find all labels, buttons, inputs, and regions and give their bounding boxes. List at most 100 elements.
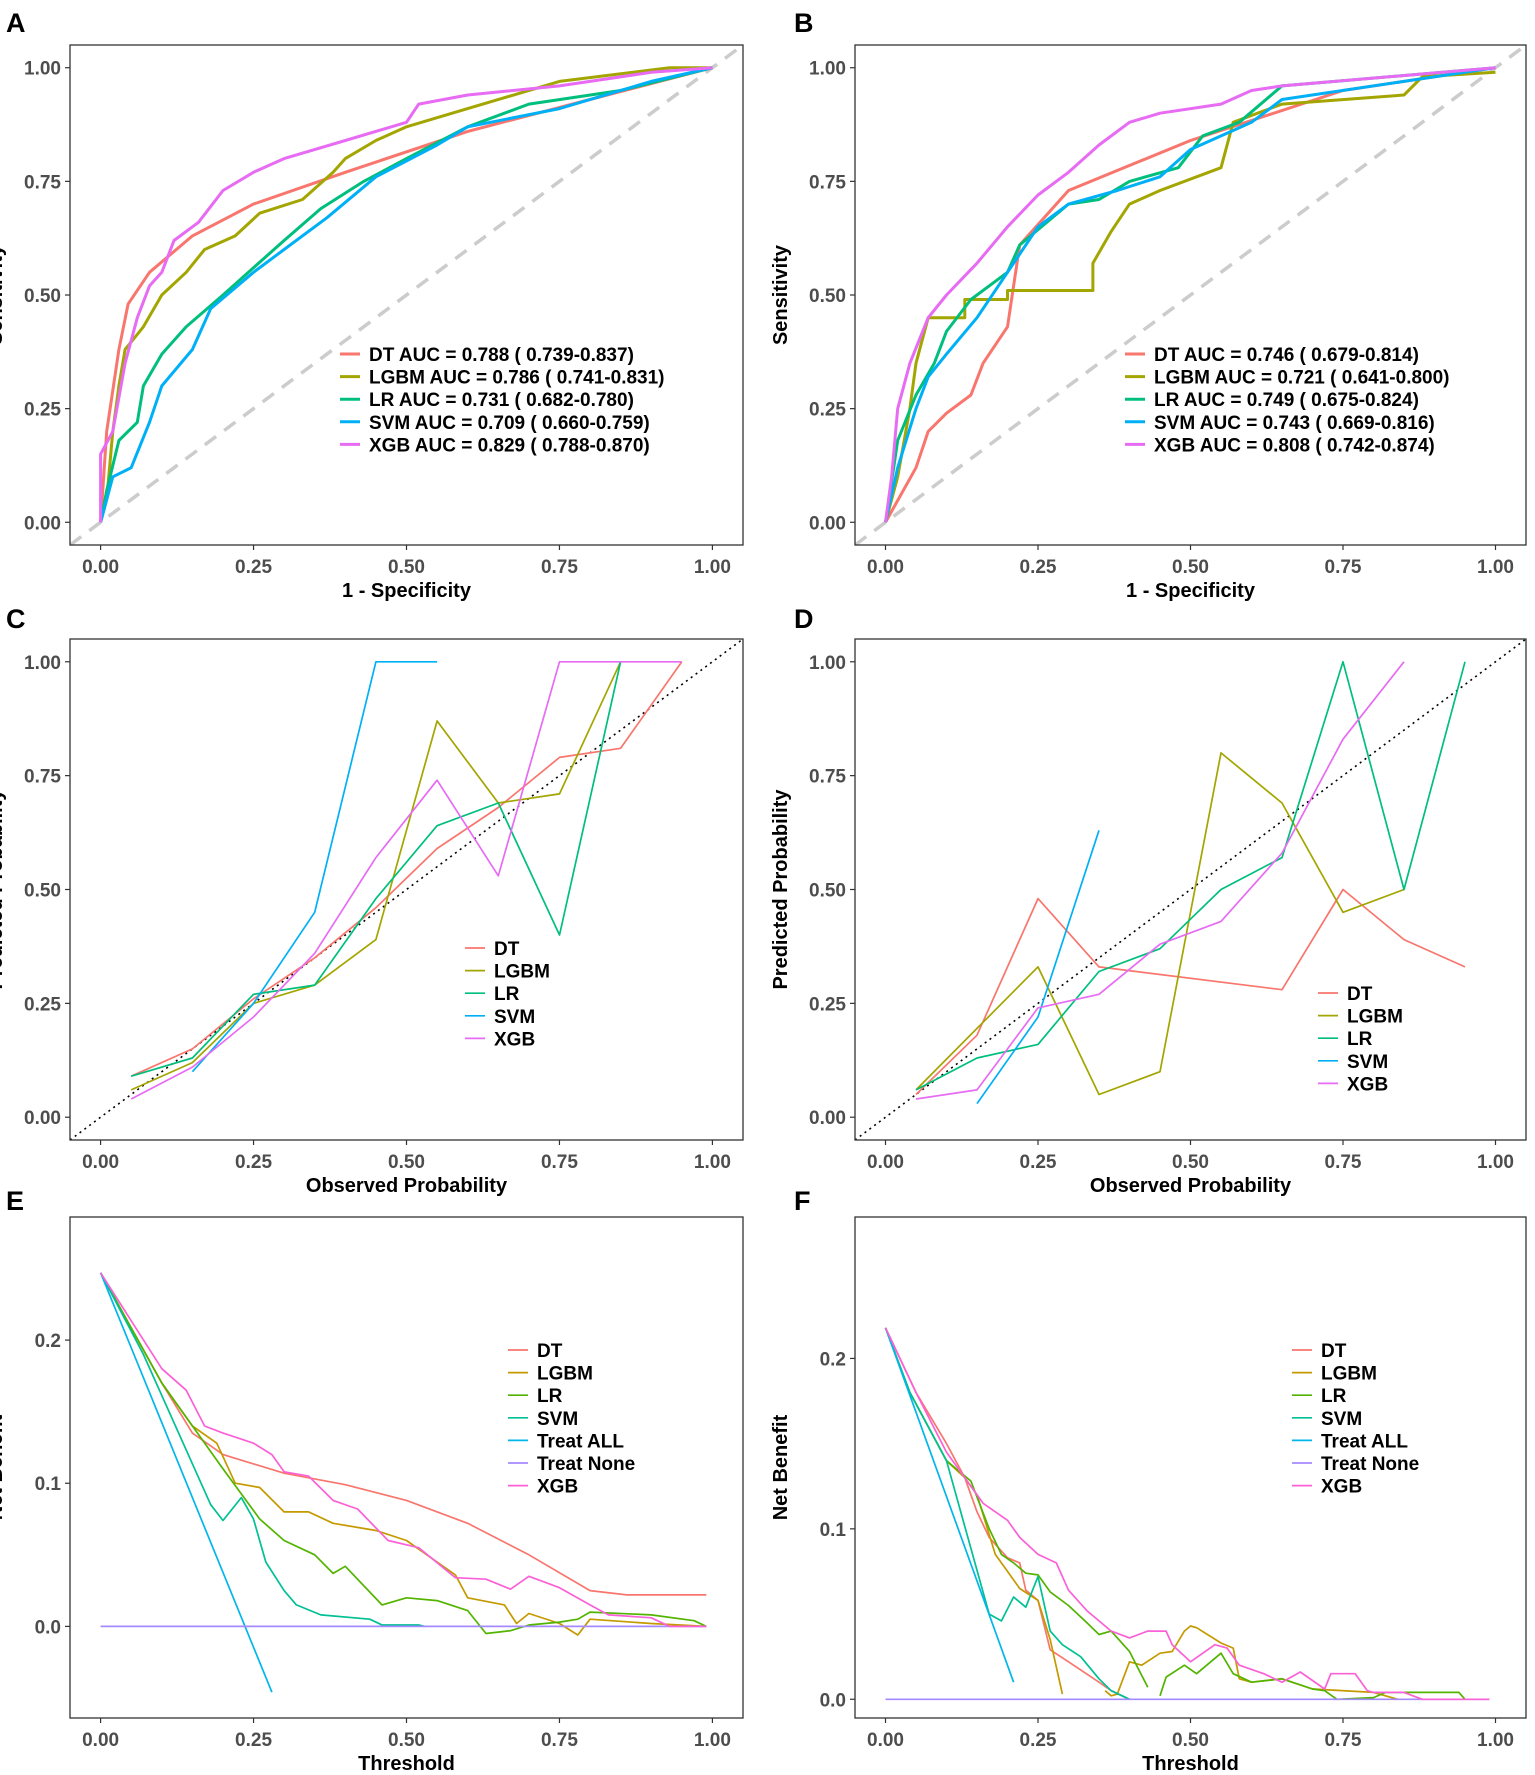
y-tick-label: 0.00 (24, 1108, 61, 1129)
legend-item: DT (1318, 984, 1373, 1005)
legend-item: LGBM (1318, 1007, 1403, 1028)
x-tick-label: 0.75 (541, 1152, 578, 1173)
legend-item: LR (1292, 1386, 1347, 1407)
legend-item: LR AUC = 0.749 ( 0.675-0.824) (1125, 390, 1419, 411)
panel-f: F 0.00 0.25 0.50 0.75 1.00 0.0 0.1 0.2 Threshold N… (770, 1186, 1527, 1775)
legend-label: Treat None (1321, 1454, 1419, 1475)
series-line-xgb (99, 1272, 707, 1628)
x-tick-label: 0.75 (541, 1730, 578, 1751)
x-tick-label: 0.50 (388, 1730, 425, 1751)
legend-item: DT AUC = 0.788 ( 0.739-0.837) (340, 345, 634, 366)
series-line-dt (884, 1327, 1130, 1701)
series-line-treat-all (99, 1272, 273, 1693)
legend-label: XGB (537, 1477, 578, 1498)
legend-label: SVM (494, 1007, 535, 1028)
series-line-lr (130, 661, 622, 1078)
series-line-svm (99, 1272, 426, 1628)
series-line-lgbm (915, 752, 1405, 1096)
x-tick-label: 0.50 (1172, 1730, 1209, 1751)
series-line-svm (99, 66, 713, 523)
series-line-dt (915, 888, 1466, 1096)
legend-item: LGBM (508, 1364, 593, 1385)
plot-frame (69, 638, 744, 1141)
panel-e: E 0.00 0.25 0.50 0.75 1.00 0.0 0.1 0.2 Threshold N… (0, 1186, 744, 1775)
plot-area (855, 639, 1526, 1140)
plot-area (70, 45, 743, 545)
legend-item: LR (1318, 1029, 1373, 1050)
legend-label: LGBM (537, 1364, 593, 1385)
series-line-lr (884, 1327, 1466, 1701)
y-tick-label: 0.25 (24, 994, 61, 1015)
plot-frame (854, 1216, 1527, 1719)
legend-label: XGB AUC = 0.829 ( 0.788-0.870) (369, 435, 650, 456)
legend-item: SVM (465, 1007, 535, 1028)
y-tick-label: 0.25 (809, 400, 846, 421)
y-tick-label: 0.00 (809, 1108, 846, 1129)
legend-item: Treat ALL (508, 1431, 624, 1452)
legend: DT AUC = 0.746 ( 0.679-0.814)LGBM AUC = … (1125, 345, 1450, 456)
legend-label: SVM (1321, 1409, 1362, 1430)
reference-diagonal (70, 45, 743, 545)
panel-a: A 0.00 0.25 0.50 0.75 1.00 0.00 0.25 0.50 0.75 1.0… (0, 8, 744, 602)
y-axis-title: Net Benefit (0, 1414, 7, 1520)
panel-c: C 0.00 0.25 0.50 0.75 1.00 0.00 0.25 0.50 0.75 1.0… (0, 604, 744, 1197)
legend-label: LGBM AUC = 0.786 ( 0.741-0.831) (369, 368, 665, 389)
legend-label: SVM AUC = 0.709 ( 0.660-0.759) (369, 413, 650, 434)
series-line-svm (191, 660, 438, 1073)
y-tick-label: 1.00 (24, 59, 61, 80)
reference-diagonal (855, 639, 1526, 1140)
x-axis-title: Threshold (1142, 1753, 1239, 1775)
reference-diagonal (855, 45, 1526, 545)
y-tick-label: 0.50 (809, 286, 846, 307)
legend-item: LGBM (465, 962, 550, 983)
legend-label: SVM AUC = 0.743 ( 0.669-0.816) (1154, 413, 1435, 434)
series-line-treat-all (884, 1327, 1015, 1683)
series-line-lgbm (99, 1272, 707, 1636)
legend-item: Treat None (508, 1454, 635, 1475)
legend-item: DT (508, 1341, 563, 1362)
legend-item: XGB AUC = 0.808 ( 0.742-0.874) (1125, 435, 1435, 456)
y-tick-label: 0.75 (809, 767, 846, 788)
x-tick-label: 0.00 (867, 1152, 904, 1173)
x-tick-label: 1.00 (694, 1730, 731, 1751)
series-line-xgb (915, 661, 1405, 1100)
y-axis-title: Sensitivity (0, 244, 7, 345)
x-tick-label: 1.00 (1477, 557, 1514, 578)
series-line-lr (99, 66, 713, 523)
y-tick-label: 0.2 (820, 1349, 846, 1370)
y-tick-label: 0.1 (35, 1474, 62, 1495)
y-tick-label: 0.0 (820, 1690, 846, 1711)
legend-label: DT AUC = 0.788 ( 0.739-0.837) (369, 345, 634, 366)
legend-item: Treat ALL (1292, 1431, 1408, 1452)
legend-label: XGB (1347, 1074, 1388, 1095)
legend-item: XGB (1292, 1477, 1362, 1498)
legend-label: Treat None (537, 1454, 635, 1475)
y-tick-label: 0.2 (35, 1331, 61, 1352)
y-tick-label: 0.75 (24, 172, 61, 193)
x-axis-title: 1 - Specificity (342, 580, 472, 602)
plot-area (855, 45, 1526, 545)
legend-label: SVM (1347, 1052, 1388, 1073)
x-tick-label: 0.75 (1325, 1152, 1362, 1173)
series-line-xgb (99, 66, 713, 523)
x-tick-label: 1.00 (694, 557, 731, 578)
legend-item: SVM (1292, 1409, 1362, 1430)
series-line-svm (976, 830, 1100, 1105)
panel-letter: B (794, 8, 814, 38)
legend-label: DT (1347, 984, 1373, 1005)
legend-item: SVM AUC = 0.743 ( 0.669-0.816) (1125, 413, 1435, 434)
x-tick-label: 0.75 (1325, 1730, 1362, 1751)
series-line-xgb (884, 1327, 1490, 1701)
legend-label: DT (1321, 1341, 1347, 1362)
reference-diagonal (70, 639, 743, 1140)
legend-label: Treat ALL (537, 1431, 624, 1452)
legend-label: LGBM (494, 962, 550, 983)
y-tick-label: 0.50 (809, 881, 846, 902)
legend-item: DT (1292, 1341, 1347, 1362)
x-tick-label: 0.00 (82, 557, 119, 578)
series-line-lr (915, 660, 1466, 1091)
legend-label: Treat ALL (1321, 1431, 1408, 1452)
y-tick-label: 1.00 (24, 653, 61, 674)
